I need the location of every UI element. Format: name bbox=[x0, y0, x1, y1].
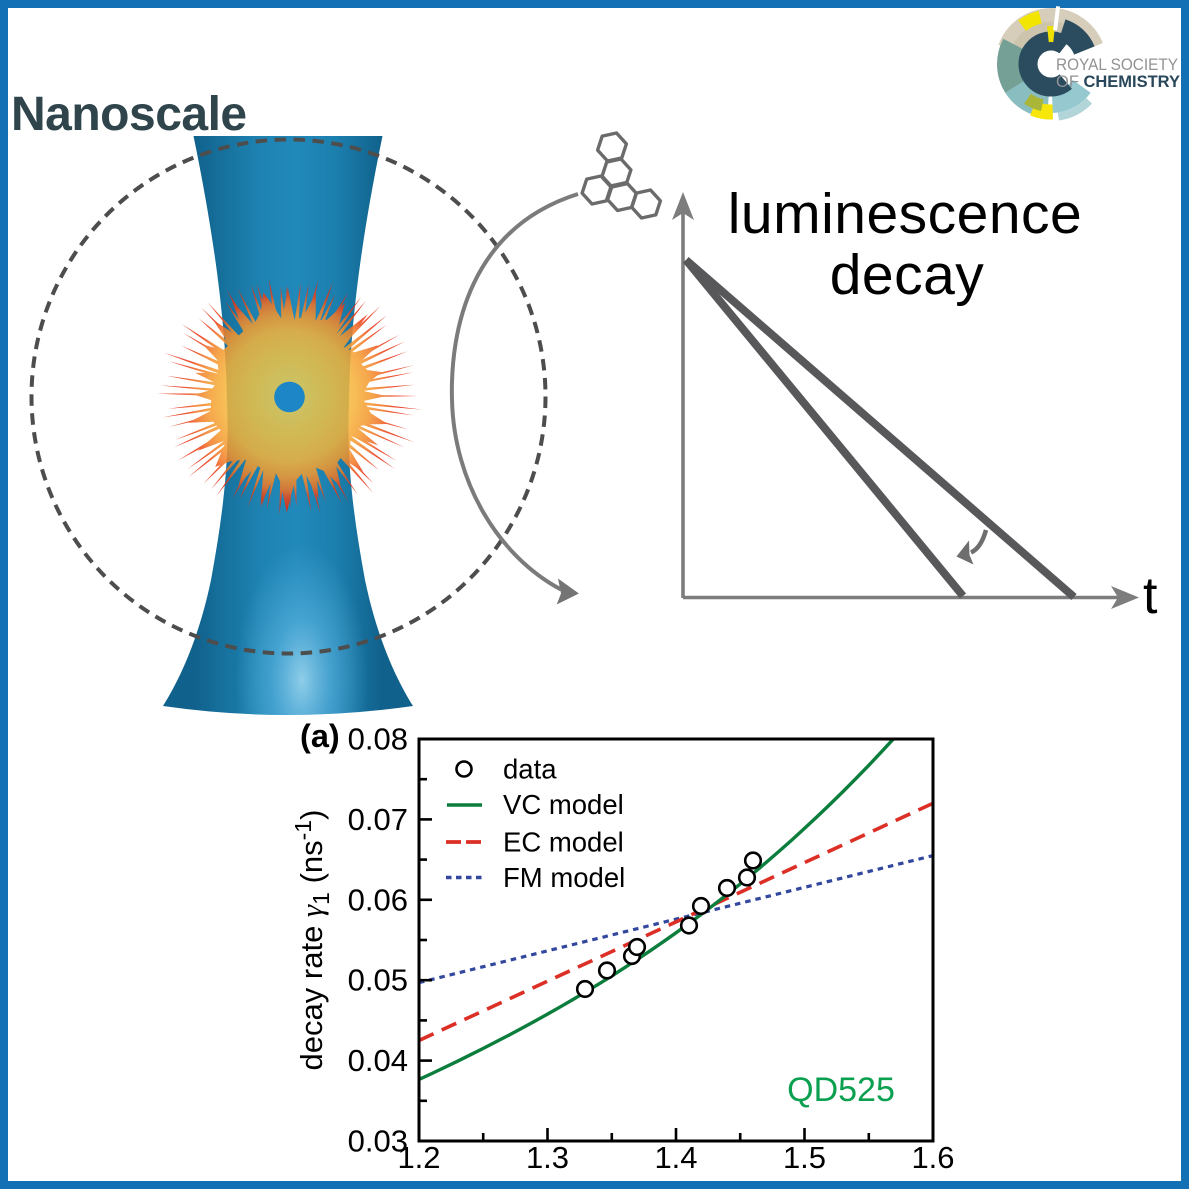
svg-text:OF CHEMISTRY: OF CHEMISTRY bbox=[1056, 72, 1181, 91]
svg-text:0.08: 0.08 bbox=[348, 722, 408, 757]
svg-text:1.5: 1.5 bbox=[783, 1140, 826, 1175]
svg-text:decay rate γ1 (ns-1): decay rate γ1 (ns-1) bbox=[290, 810, 334, 1071]
svg-text:luminescence: luminescence bbox=[728, 182, 1083, 246]
svg-text:0.04: 0.04 bbox=[348, 1043, 408, 1078]
svg-text:EC model: EC model bbox=[503, 827, 624, 858]
svg-text:0.07: 0.07 bbox=[348, 802, 408, 837]
svg-text:0.05: 0.05 bbox=[348, 963, 408, 998]
svg-text:1.2: 1.2 bbox=[397, 1140, 440, 1175]
svg-text:1.4: 1.4 bbox=[654, 1140, 697, 1175]
svg-text:QD525: QD525 bbox=[787, 1071, 895, 1109]
svg-text:decay: decay bbox=[830, 243, 985, 307]
svg-text:Nanoscale: Nanoscale bbox=[11, 88, 247, 141]
svg-text:1.6: 1.6 bbox=[911, 1140, 954, 1175]
svg-text:(a): (a) bbox=[300, 718, 340, 754]
svg-text:0.03: 0.03 bbox=[348, 1124, 408, 1159]
svg-text:t: t bbox=[1143, 567, 1158, 625]
svg-text:FM model: FM model bbox=[503, 862, 625, 893]
svg-text:VC model: VC model bbox=[503, 789, 624, 820]
svg-text:ROYAL SOCIETY: ROYAL SOCIETY bbox=[1056, 55, 1178, 74]
svg-text:data: data bbox=[503, 754, 557, 785]
svg-text:0.06: 0.06 bbox=[348, 882, 408, 917]
svg-text:1.3: 1.3 bbox=[526, 1140, 569, 1175]
